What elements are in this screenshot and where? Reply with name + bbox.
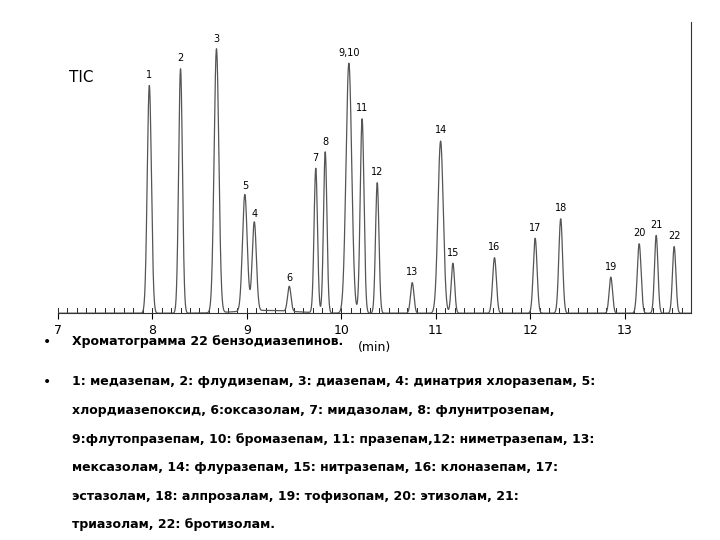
X-axis label: (min): (min) (358, 341, 391, 354)
Text: 1: медазепам, 2: флудизепам, 3: диазепам, 4: динатрия хлоразепам, 5:: 1: медазепам, 2: флудизепам, 3: диазепам… (72, 375, 595, 388)
Text: мексазолам, 14: флуразепам, 15: нитразепам, 16: клоназепам, 17:: мексазолам, 14: флуразепам, 15: нитразеп… (72, 461, 558, 474)
Text: Хроматограмма 22 бензодиазепинов.: Хроматограмма 22 бензодиазепинов. (72, 335, 343, 348)
Text: 8: 8 (322, 137, 328, 146)
Text: 13: 13 (406, 267, 418, 277)
Text: 22: 22 (668, 231, 680, 241)
Text: 5: 5 (242, 181, 248, 191)
Text: 21: 21 (650, 220, 662, 230)
Text: •: • (43, 375, 51, 389)
Text: 9,10: 9,10 (338, 48, 359, 58)
Text: 18: 18 (554, 203, 567, 213)
Text: •: • (43, 335, 51, 349)
Text: 17: 17 (529, 222, 541, 233)
Text: 11: 11 (356, 103, 368, 113)
Text: 15: 15 (446, 248, 459, 258)
Text: 20: 20 (633, 228, 645, 238)
Text: 6: 6 (287, 273, 292, 282)
Text: 12: 12 (371, 167, 384, 177)
Text: 9:флутопразепам, 10: бромазепам, 11: празепам,12: ниметразепам, 13:: 9:флутопразепам, 10: бромазепам, 11: пра… (72, 433, 595, 446)
Text: 16: 16 (488, 242, 500, 252)
Text: 1: 1 (146, 70, 153, 80)
Text: 19: 19 (605, 261, 617, 272)
Text: триазолам, 22: бротизолам.: триазолам, 22: бротизолам. (72, 518, 275, 531)
Text: хлордиазепоксид, 6:оксазолам, 7: мидазолам, 8: флунитрозепам,: хлордиазепоксид, 6:оксазолам, 7: мидазол… (72, 404, 554, 417)
Text: TIC: TIC (69, 71, 94, 85)
Text: 4: 4 (251, 209, 257, 219)
Text: 2: 2 (177, 53, 184, 63)
Text: 7: 7 (312, 153, 319, 163)
Text: эстазолам, 18: алпрозалам, 19: тофизопам, 20: этизолам, 21:: эстазолам, 18: алпрозалам, 19: тофизопам… (72, 490, 518, 503)
Text: 14: 14 (434, 125, 446, 136)
Text: 3: 3 (213, 34, 220, 44)
